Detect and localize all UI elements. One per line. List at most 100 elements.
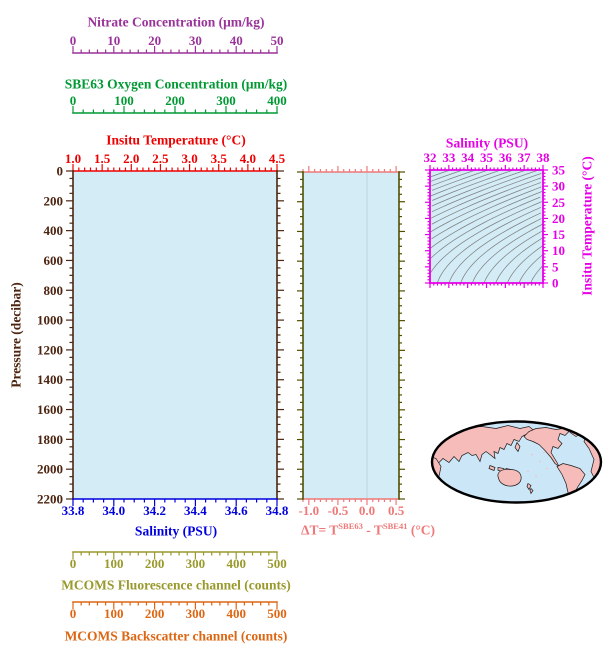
- tick-label: 0: [70, 556, 77, 571]
- tick-label: 10: [552, 243, 565, 258]
- isopycnal-line: [483, 230, 543, 283]
- axis-nitrate: 0 10 20 30 40 50: [70, 33, 284, 54]
- axis-temperature-top: 1.0 1.5 2.0 2.5 3.0 3.5 4.0 4.5: [65, 151, 286, 172]
- isopycnal-line: [431, 170, 476, 187]
- tick-label: 1000: [37, 313, 63, 328]
- pressure-axis-title: Pressure (decibar): [8, 282, 24, 388]
- tick-label: 1.5: [94, 151, 111, 166]
- tick-label: 5: [552, 259, 559, 274]
- landmass: [514, 441, 521, 453]
- delta-t-sup-sbe41: SBE41: [382, 520, 408, 531]
- tick-label: 200: [165, 93, 185, 108]
- tick-label: 400: [226, 556, 246, 571]
- delta-t-axis-title: ΔT= TSBE63 - TSBE41 (°C): [301, 520, 435, 538]
- tick-label: 500: [267, 556, 287, 571]
- tick-label: 2.5: [152, 151, 169, 166]
- tick-label: 400: [267, 93, 287, 108]
- landmass: [523, 427, 570, 467]
- nitrate-axis-title: Nitrate Concentration (μm/kg): [87, 14, 265, 30]
- tick-label: 1800: [37, 432, 63, 447]
- axis-pressure-left: 0 200 400 600 800 1000 1200 1400 1600 1800 2000 220…: [37, 164, 74, 507]
- landmass: [497, 468, 522, 487]
- tick-label: 300: [216, 93, 236, 108]
- isopycnal-line: [495, 237, 543, 283]
- delta-t-mid: - T: [362, 522, 383, 538]
- tick-label: 0: [70, 606, 77, 621]
- axis-backscatter: 0 100 200 300 400 500: [70, 601, 287, 621]
- isopycnal-line: [431, 170, 539, 213]
- isopycnal-line: [432, 170, 488, 191]
- tick-label: 30: [189, 33, 202, 48]
- tick-label: 35: [552, 163, 566, 178]
- tick-label: 34.2: [143, 503, 166, 518]
- axis-fluorescence: 0 100 200 300 400 500: [70, 551, 287, 571]
- delta-t-prefix: ΔT= T: [301, 522, 339, 538]
- tick-label: 50: [271, 33, 284, 48]
- tick-label: 34.6: [225, 503, 248, 518]
- tick-label: 34.0: [102, 503, 125, 518]
- landmass: [529, 487, 534, 495]
- tick-label: 2200: [37, 492, 63, 507]
- tick-label: 600: [44, 253, 64, 268]
- tick-label: 37: [518, 150, 532, 165]
- tick-label: 0: [552, 276, 559, 291]
- tick-label: 200: [145, 556, 165, 571]
- backscatter-axis-title: MCOMS Backscatter channel (counts): [64, 628, 288, 644]
- delta-t-panel-area: [303, 172, 399, 499]
- landmass: [526, 482, 532, 491]
- tick-label: 0: [70, 93, 77, 108]
- isopycnal-line: [518, 254, 543, 283]
- tick-label: 36: [499, 150, 513, 165]
- island-dot: [535, 475, 537, 478]
- island-dot: [543, 451, 545, 454]
- axis-ts-bottom: [429, 282, 544, 288]
- tick-label: 100: [104, 606, 124, 621]
- isopycnal-line: [437, 206, 542, 283]
- isopycnal-line: [472, 223, 543, 283]
- tick-label: 500: [267, 606, 287, 621]
- tick-label: 2.0: [123, 151, 139, 166]
- salinity-axis-title: Salinity (PSU): [134, 523, 218, 539]
- tick-label: 35: [480, 150, 494, 165]
- isopycnal-line: [430, 196, 541, 259]
- isopycnal-line: [448, 212, 542, 283]
- tick-label: 25: [552, 195, 566, 210]
- axis-ts-top: 32 33 34 35 36 37 38: [424, 150, 551, 171]
- tick-label: 1.0: [65, 151, 81, 166]
- isopycnal-line: [432, 170, 514, 201]
- tick-label: 1600: [37, 402, 63, 417]
- tick-label: 400: [226, 606, 246, 621]
- tick-label: 4.0: [240, 151, 256, 166]
- isopycnal-line: [430, 170, 501, 197]
- isopycnal-line: [460, 218, 542, 283]
- tick-label: 2000: [37, 462, 63, 477]
- fluorescence-axis-title: MCOMS Fluorescence channel (counts): [61, 577, 291, 593]
- tick-label: 15: [552, 227, 566, 242]
- tick-label: 3.0: [181, 151, 197, 166]
- axis-salinity-bottom: 33.8 34.0 34.2 34.4 34.6 34.8: [62, 498, 289, 518]
- isopycnal-line: [430, 201, 542, 274]
- isopycnal-line: [430, 170, 450, 178]
- ts-temperature-axis-title: Insitu Temperature (°C): [579, 156, 595, 296]
- tick-label: 20: [148, 33, 161, 48]
- isopycnal-line: [507, 245, 543, 283]
- isopycnal-line: [430, 173, 542, 219]
- tick-label: 300: [186, 556, 206, 571]
- tick-label: 0: [70, 33, 77, 48]
- tick-label: 1400: [37, 372, 63, 387]
- tick-label: 0: [57, 164, 64, 179]
- landmass: [488, 465, 496, 471]
- isopycnal-line: [431, 170, 526, 207]
- main-panel-area: [73, 171, 277, 499]
- island-dot: [539, 460, 541, 463]
- tick-label: 34.8: [266, 503, 289, 518]
- axis-dt-right: [398, 171, 405, 500]
- delta-t-suffix: (°C): [407, 522, 435, 538]
- ts-salinity-axis-title: Salinity (PSU): [445, 135, 529, 151]
- isopycnal-line: [430, 182, 542, 233]
- tick-label: 38: [537, 150, 551, 165]
- tick-label: 0.0: [359, 503, 375, 518]
- island-dot: [531, 453, 533, 456]
